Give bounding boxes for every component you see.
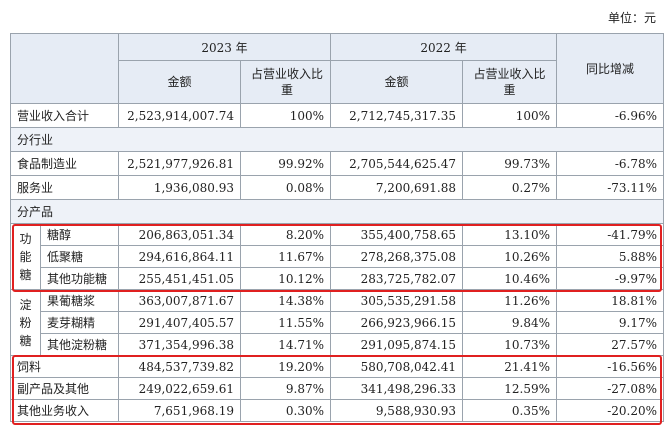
row-label: 其他业务收入 <box>10 399 119 422</box>
header-cell: 2023 年 <box>117 33 332 61</box>
cell-value: 7,200,691.88 <box>330 175 464 200</box>
header-cell: 占营业收入比重 <box>462 60 558 104</box>
section-label: 分产品 <box>9 199 664 224</box>
row-label: 其他淀粉糖 <box>40 333 119 356</box>
cell-value: 0.27% <box>462 175 558 200</box>
cell-value: 1,936,080.93 <box>118 175 241 200</box>
group-label: 淀粉糖 <box>10 289 41 356</box>
section-label: 分行业 <box>9 127 664 152</box>
section-row: 分产品 <box>9 199 664 224</box>
cell-value: 99.92% <box>239 151 332 176</box>
cell-value: -6.96% <box>556 103 664 128</box>
cell-value: 2,705,544,625.47 <box>330 151 464 176</box>
row-label: 食品制造业 <box>10 151 119 176</box>
cell-value: 11.55% <box>239 311 332 334</box>
cell-value: -73.11% <box>556 175 664 200</box>
row-label: 麦芽糊精 <box>40 311 119 334</box>
data-row: 饲料 484,537,739.82 19.20% 580,708,042.41 21.4… <box>10 355 664 378</box>
section-row: 分行业 <box>9 127 664 152</box>
header-row: 2023 年 2022 年同比增减 <box>10 33 664 104</box>
cell-value: 10.26% <box>462 245 558 268</box>
cell-value: 266,923,966.15 <box>330 311 464 334</box>
cell-value: 291,407,405.57 <box>118 311 241 334</box>
revenue-table: 2023 年 2022 年同比增减 金额 占营业收入比重 金额 占营业收入比重 营业收入合计… <box>9 33 664 422</box>
cell-value: 249,022,659.61 <box>118 377 241 400</box>
cell-value: -16.56% <box>556 355 664 378</box>
header-text: 占营业收入比重 <box>473 67 546 97</box>
header-text: 金额 <box>384 75 409 89</box>
cell-value: 5.88% <box>556 245 664 268</box>
data-row: 服务业 1,936,080.93 0.08% 7,200,691.88 0.27% -73… <box>10 175 664 200</box>
cell-value: 291,095,874.15 <box>330 333 464 356</box>
cell-value: 9.17% <box>556 311 664 334</box>
unit-label: 单位：元 <box>607 11 656 25</box>
cell-value: 484,537,739.82 <box>118 355 241 378</box>
header-cell <box>10 33 119 104</box>
cell-value: 11.67% <box>239 245 332 268</box>
row-label: 服务业 <box>10 175 119 200</box>
cell-value: 99.73% <box>462 151 558 176</box>
cell-value: 305,535,291.58 <box>330 289 464 312</box>
data-row: 淀粉糖 果葡糖浆 363,007,871.67 14.38% 305,535,291.5… <box>10 289 664 356</box>
row-label: 营业收入合计 <box>10 103 119 128</box>
header-cell: 占营业收入比重 <box>239 60 332 104</box>
cell-value: 9.84% <box>462 311 558 334</box>
header-row: 金额 占营业收入比重 金额 占营业收入比重 <box>11 60 664 104</box>
cell-value: 0.08% <box>239 175 332 200</box>
cell-value: 2,521,977,926.81 <box>118 151 241 176</box>
cell-value: 11.26% <box>462 289 558 312</box>
cell-value: 14.38% <box>239 289 332 312</box>
highlight-box <box>12 355 662 425</box>
data-row: 营业收入合计 2,523,914,007.74 100% 2,712,745,317.… <box>10 103 664 128</box>
cell-value: 21.41% <box>462 355 558 378</box>
cell-value: -20.20% <box>556 399 664 422</box>
group-label: 功能糖 <box>10 223 41 290</box>
cell-value: 100% <box>462 103 558 128</box>
cell-value: 2,712,745,317.35 <box>330 103 464 128</box>
cell-value: 294,616,864.11 <box>118 245 241 268</box>
cell-value: 363,007,871.67 <box>118 289 241 312</box>
cell-value: 371,354,996.38 <box>118 333 241 356</box>
header-cell: 2022 年 <box>330 33 558 61</box>
header-cell: 同比增减 <box>556 33 664 104</box>
cell-value: 12.59% <box>462 377 558 400</box>
cell-value: 7,651,968.19 <box>118 399 241 422</box>
cell-value: 14.71% <box>239 333 332 356</box>
cell-value: 278,268,375.08 <box>330 245 464 268</box>
data-row: 食品制造业 2,521,977,926.81 99.92% 2,705,544,625… <box>10 151 664 176</box>
data-row: 其他淀粉糖 371,354,996.38 14.71% 291,095,874.15 1… <box>11 333 664 356</box>
data-row: 低聚糖 294,616,864.11 11.67% 278,268,375.08 10.… <box>11 245 664 268</box>
header-text: 占营业收入比重 <box>250 67 323 97</box>
row-label: 果葡糖浆 <box>40 289 119 312</box>
highlight-box <box>12 224 662 292</box>
header-text: 金额 <box>167 75 192 89</box>
cell-value: 0.30% <box>239 399 332 422</box>
cell-value: 9,588,930.93 <box>330 399 464 422</box>
cell-value: 27.57% <box>556 333 664 356</box>
cell-value: 18.81% <box>556 289 664 312</box>
cell-value: 100% <box>239 103 332 128</box>
header-cell: 金额 <box>330 60 464 104</box>
data-row: 麦芽糊精 291,407,405.57 11.55% 266,923,966.15 9.… <box>11 311 664 334</box>
cell-value: -6.78% <box>556 151 664 176</box>
cell-value: 10.73% <box>462 333 558 356</box>
header-cell: 金额 <box>118 60 241 104</box>
cell-value: 0.35% <box>462 399 558 422</box>
data-row: 其他业务收入 7,651,968.19 0.30% 9,588,930.93 0.35%… <box>10 399 664 422</box>
cell-value: 2,523,914,007.74 <box>118 103 241 128</box>
cell-value: 10.12% <box>239 267 332 290</box>
